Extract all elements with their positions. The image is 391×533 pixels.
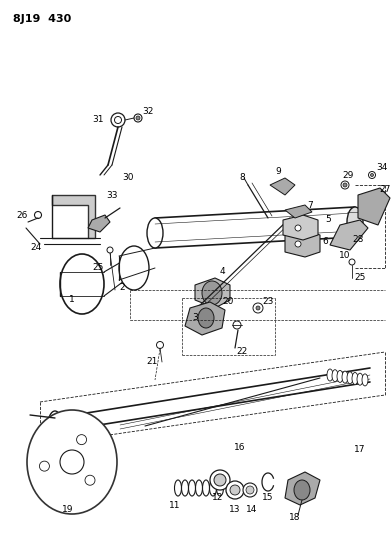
Text: 17: 17 — [354, 446, 366, 455]
Text: 15: 15 — [262, 494, 274, 503]
Text: 1: 1 — [69, 295, 75, 304]
Text: 25: 25 — [354, 273, 366, 282]
Text: 4: 4 — [219, 268, 225, 277]
Ellipse shape — [243, 483, 257, 497]
Ellipse shape — [210, 470, 230, 490]
Text: 32: 32 — [142, 108, 154, 117]
Text: 10: 10 — [339, 251, 351, 260]
Text: 8: 8 — [239, 174, 245, 182]
Polygon shape — [52, 195, 95, 238]
Ellipse shape — [202, 281, 222, 305]
Text: 20: 20 — [222, 297, 234, 306]
Text: 33: 33 — [106, 190, 118, 199]
Text: 3: 3 — [192, 313, 198, 322]
Ellipse shape — [60, 254, 104, 314]
Ellipse shape — [214, 474, 226, 486]
Text: 23: 23 — [262, 297, 274, 306]
Ellipse shape — [27, 410, 117, 514]
Circle shape — [60, 450, 84, 474]
Text: 31: 31 — [92, 116, 104, 125]
Circle shape — [39, 461, 49, 471]
Text: 12: 12 — [212, 494, 224, 503]
Ellipse shape — [119, 246, 149, 290]
Ellipse shape — [352, 373, 358, 384]
Ellipse shape — [347, 207, 363, 237]
Circle shape — [115, 117, 122, 124]
Circle shape — [85, 475, 95, 485]
Ellipse shape — [357, 373, 363, 385]
Ellipse shape — [327, 369, 333, 381]
Ellipse shape — [337, 370, 343, 382]
Ellipse shape — [332, 370, 338, 382]
Ellipse shape — [246, 486, 254, 494]
Text: 19: 19 — [62, 505, 74, 514]
Text: 21: 21 — [146, 358, 158, 367]
Ellipse shape — [226, 481, 244, 499]
Circle shape — [107, 247, 113, 253]
Text: 27: 27 — [379, 185, 391, 195]
Circle shape — [34, 212, 41, 219]
Polygon shape — [330, 220, 368, 250]
Text: 18: 18 — [289, 513, 301, 522]
Circle shape — [343, 183, 347, 187]
Text: 9: 9 — [275, 167, 281, 176]
Text: 28: 28 — [352, 236, 364, 245]
Circle shape — [233, 321, 241, 329]
Polygon shape — [283, 215, 318, 240]
Ellipse shape — [48, 411, 62, 439]
Circle shape — [295, 225, 301, 231]
Circle shape — [341, 181, 349, 189]
Text: 8J19  430: 8J19 430 — [13, 14, 71, 24]
Circle shape — [349, 259, 355, 265]
Text: 11: 11 — [169, 500, 181, 510]
Text: 25: 25 — [92, 263, 104, 272]
Circle shape — [77, 434, 86, 445]
Polygon shape — [358, 188, 390, 225]
Ellipse shape — [198, 308, 214, 328]
Circle shape — [253, 303, 263, 313]
Circle shape — [256, 306, 260, 310]
Polygon shape — [285, 205, 312, 218]
Polygon shape — [285, 230, 320, 257]
Text: 26: 26 — [16, 211, 28, 220]
Text: 5: 5 — [325, 215, 331, 224]
Circle shape — [156, 342, 163, 349]
Circle shape — [134, 114, 142, 122]
Circle shape — [136, 116, 140, 120]
Text: 6: 6 — [322, 238, 328, 246]
Text: 7: 7 — [307, 200, 313, 209]
Circle shape — [295, 241, 301, 247]
Ellipse shape — [342, 371, 348, 383]
Polygon shape — [185, 302, 225, 335]
Text: 22: 22 — [237, 348, 248, 357]
Circle shape — [111, 113, 125, 127]
Text: 16: 16 — [234, 443, 246, 453]
Ellipse shape — [362, 374, 368, 386]
Polygon shape — [285, 472, 320, 505]
Ellipse shape — [347, 372, 353, 384]
Circle shape — [371, 174, 373, 176]
Text: 14: 14 — [246, 505, 258, 514]
Text: 34: 34 — [376, 164, 388, 173]
Text: 2: 2 — [119, 284, 125, 293]
Text: 24: 24 — [30, 244, 41, 253]
Ellipse shape — [294, 480, 310, 500]
Ellipse shape — [147, 218, 163, 248]
Text: 29: 29 — [342, 171, 354, 180]
Text: 30: 30 — [122, 174, 134, 182]
Polygon shape — [270, 178, 295, 195]
Circle shape — [368, 172, 375, 179]
Polygon shape — [88, 215, 110, 232]
Ellipse shape — [230, 485, 240, 495]
Text: 13: 13 — [229, 505, 241, 514]
Polygon shape — [195, 278, 230, 308]
